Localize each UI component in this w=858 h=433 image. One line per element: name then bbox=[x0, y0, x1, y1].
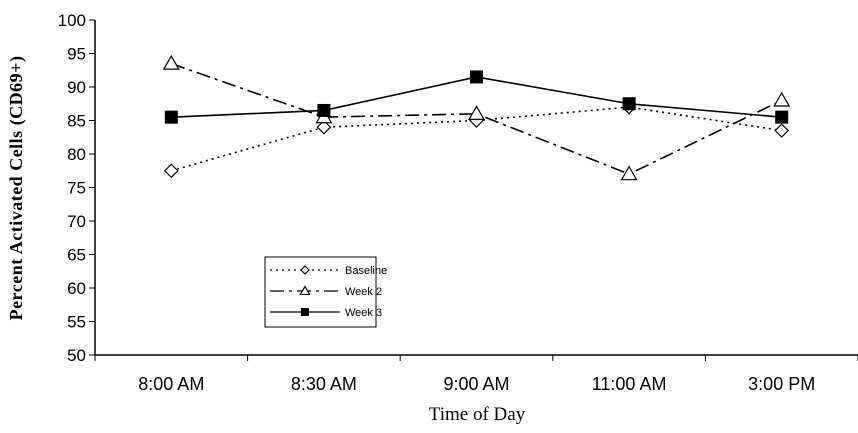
legend-box bbox=[264, 256, 377, 328]
legend-items: Baseline Week 2 Week 3 bbox=[270, 265, 387, 319]
x-tick-label: 9:00 AM bbox=[443, 374, 509, 394]
x-axis-title: Time of Day bbox=[429, 404, 526, 425]
data-point-baseline bbox=[163, 163, 179, 179]
y-tick-label: 75 bbox=[67, 179, 86, 198]
y-tick-label: 90 bbox=[67, 78, 86, 97]
y-tick-label: 100 bbox=[58, 11, 86, 30]
data-point-week-3 bbox=[164, 110, 178, 124]
y-tick-label: 55 bbox=[67, 313, 86, 332]
legend-label-week-2: Week 2 bbox=[345, 286, 382, 298]
y-axis-title-group: Percent Activated Cells (CD69+) bbox=[6, 56, 27, 321]
legend-marker-baseline bbox=[300, 265, 310, 275]
data-point-week-2 bbox=[467, 105, 486, 121]
y-tick-labels: 50 55 60 65 70 75 80 85 90 95 100 bbox=[58, 11, 95, 365]
legend-marker-week-2 bbox=[299, 285, 311, 296]
series-line-baseline bbox=[171, 106, 782, 172]
legend-label-baseline: Baseline bbox=[345, 265, 387, 277]
y-tick-label: 60 bbox=[67, 279, 86, 298]
data-point-week-3 bbox=[775, 110, 789, 124]
data-point-week-3 bbox=[317, 103, 331, 117]
data-point-week-3 bbox=[470, 70, 483, 84]
legend-label-week-3: Week 3 bbox=[345, 307, 382, 319]
x-tick-labels: 8:00 AM 8:30 AM 9:00 AM 11:00 AM 3:00 PM bbox=[94, 355, 858, 394]
series-line-week-2 bbox=[171, 62, 783, 175]
x-tick-label: 8:00 AM bbox=[138, 374, 204, 394]
series-markers bbox=[162, 54, 791, 181]
data-point-week-2 bbox=[620, 165, 638, 181]
data-point-week-2 bbox=[162, 54, 180, 70]
y-tick-label: 95 bbox=[67, 45, 86, 64]
y-tick-label: 85 bbox=[67, 112, 86, 131]
data-point-week-3 bbox=[622, 97, 636, 111]
legend: Baseline Week 2 Week 3 bbox=[264, 256, 387, 328]
x-tick-label: 8:30 AM bbox=[291, 374, 357, 394]
data-point-baseline bbox=[316, 119, 332, 135]
y-tick-label: 65 bbox=[67, 246, 86, 265]
y-axis-title: Percent Activated Cells (CD69+) bbox=[6, 56, 27, 321]
y-tick-label: 50 bbox=[67, 346, 86, 365]
data-point-week-2 bbox=[773, 91, 791, 107]
x-tick-label: 3:00 PM bbox=[748, 374, 815, 394]
axes bbox=[94, 20, 858, 356]
y-tick-label: 80 bbox=[67, 145, 86, 164]
legend-marker-week-3 bbox=[301, 308, 309, 316]
x-tick-label: 11:00 AM bbox=[592, 374, 667, 394]
data-point-baseline bbox=[774, 123, 790, 138]
y-tick-label: 70 bbox=[67, 212, 86, 231]
